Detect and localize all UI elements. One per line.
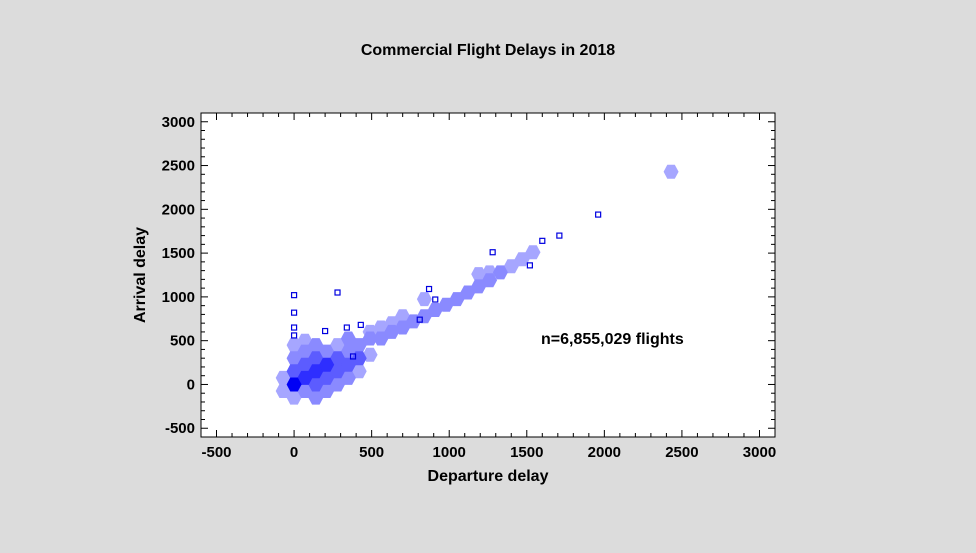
hexbin bbox=[319, 357, 335, 372]
outlier-point bbox=[290, 309, 298, 316]
outlier-point bbox=[526, 262, 533, 269]
hexbin bbox=[384, 324, 400, 339]
x-tick-labels: -500 0 500 1000 1500 2000 2500 3000 bbox=[201, 444, 776, 461]
x-tick-label: 0 bbox=[290, 444, 298, 461]
hexbin bbox=[351, 338, 367, 353]
outlier-point bbox=[290, 292, 298, 299]
hexbin bbox=[525, 245, 541, 260]
hexbin bbox=[286, 364, 302, 379]
hexbin bbox=[330, 351, 345, 366]
y-tick-label: 3000 bbox=[162, 114, 195, 131]
outlier-point bbox=[539, 237, 546, 244]
x-tick-label: 2500 bbox=[665, 444, 698, 461]
x-tick-label: 3000 bbox=[743, 444, 776, 461]
hexbin bbox=[471, 267, 487, 282]
hexbin bbox=[340, 357, 356, 372]
outlier-point bbox=[432, 296, 439, 303]
y-tick-label: 1500 bbox=[162, 245, 195, 262]
x-tick-label: -500 bbox=[201, 444, 231, 461]
y-tick-label: -500 bbox=[165, 420, 195, 437]
outlier-point bbox=[343, 324, 350, 331]
chart-title: Commercial Flight Delays in 2018 bbox=[361, 42, 615, 59]
axis-ticks bbox=[200, 112, 776, 438]
hexbin bbox=[308, 377, 324, 392]
outlier-point bbox=[290, 324, 298, 331]
hexbin bbox=[297, 384, 313, 398]
outlier-point bbox=[489, 249, 496, 256]
y-tick-label: 0 bbox=[187, 376, 195, 393]
hexbin bbox=[373, 331, 389, 346]
hexbin bbox=[319, 370, 335, 385]
x-axis-label: Departure delay bbox=[428, 468, 549, 485]
hexbin bbox=[416, 292, 432, 307]
hexbin bbox=[471, 279, 487, 294]
outlier-point bbox=[290, 332, 298, 339]
hexbin bbox=[308, 364, 324, 379]
hexbin bbox=[416, 309, 432, 324]
hexbin bbox=[482, 273, 498, 288]
hexbin bbox=[340, 344, 356, 359]
x-tick-label: 1000 bbox=[433, 444, 466, 461]
hexbin bbox=[286, 377, 302, 392]
hexbin bbox=[449, 292, 465, 307]
outlier-point bbox=[595, 211, 602, 218]
hexbin bbox=[340, 331, 356, 346]
hexbin bbox=[275, 370, 291, 385]
hexbin bbox=[395, 320, 411, 335]
x-tick-label: 500 bbox=[359, 444, 384, 461]
hexbin bbox=[330, 377, 345, 392]
hexbin bbox=[297, 357, 313, 372]
hexbin bbox=[286, 351, 302, 366]
outlier-point bbox=[349, 353, 357, 360]
y-tick-label: 2500 bbox=[162, 158, 195, 175]
hexbin bbox=[438, 297, 454, 312]
plot-border bbox=[200, 112, 776, 438]
hexbin bbox=[340, 370, 356, 385]
hexbin bbox=[503, 259, 519, 274]
y-axis-label: Arrival delay bbox=[132, 227, 149, 323]
hexbin-layer bbox=[275, 164, 679, 405]
hexbin bbox=[297, 333, 313, 348]
hexbin bbox=[297, 370, 313, 385]
outlier-point bbox=[334, 289, 341, 296]
outlier-point bbox=[416, 316, 423, 323]
hexbin bbox=[275, 384, 291, 398]
outlier-point bbox=[425, 285, 433, 293]
hexbin bbox=[319, 384, 335, 398]
hexbin bbox=[308, 390, 324, 405]
hexbin bbox=[308, 338, 324, 353]
hexbin bbox=[492, 265, 508, 280]
hexbin bbox=[308, 351, 324, 366]
hexbin bbox=[460, 285, 476, 300]
hexbin bbox=[351, 364, 367, 379]
sample-size-annotation: n=6,855,029 flights bbox=[541, 331, 684, 348]
y-tick-label: 500 bbox=[170, 333, 195, 350]
hexbin bbox=[663, 164, 679, 179]
x-tick-label: 2000 bbox=[588, 444, 621, 461]
hexbin bbox=[330, 364, 345, 379]
hexbin bbox=[319, 344, 335, 359]
hexbin bbox=[362, 331, 378, 346]
hexbin bbox=[395, 309, 411, 324]
hexbin bbox=[427, 303, 443, 317]
hexbin bbox=[514, 252, 530, 267]
hexbin bbox=[286, 390, 302, 405]
y-tick-labels: -500 0 500 1000 1500 2000 2500 3000 bbox=[162, 114, 195, 437]
y-tick-label: 2000 bbox=[162, 201, 195, 218]
outlier-point bbox=[556, 232, 563, 239]
x-tick-label: 1500 bbox=[510, 444, 543, 461]
hexbin bbox=[297, 344, 313, 359]
outlier-point bbox=[322, 327, 329, 335]
outlier-point bbox=[357, 321, 364, 329]
hexbin bbox=[330, 338, 345, 353]
hexbin bbox=[286, 338, 302, 353]
y-tick-label: 1000 bbox=[162, 289, 195, 306]
outlier-layer bbox=[290, 211, 602, 360]
